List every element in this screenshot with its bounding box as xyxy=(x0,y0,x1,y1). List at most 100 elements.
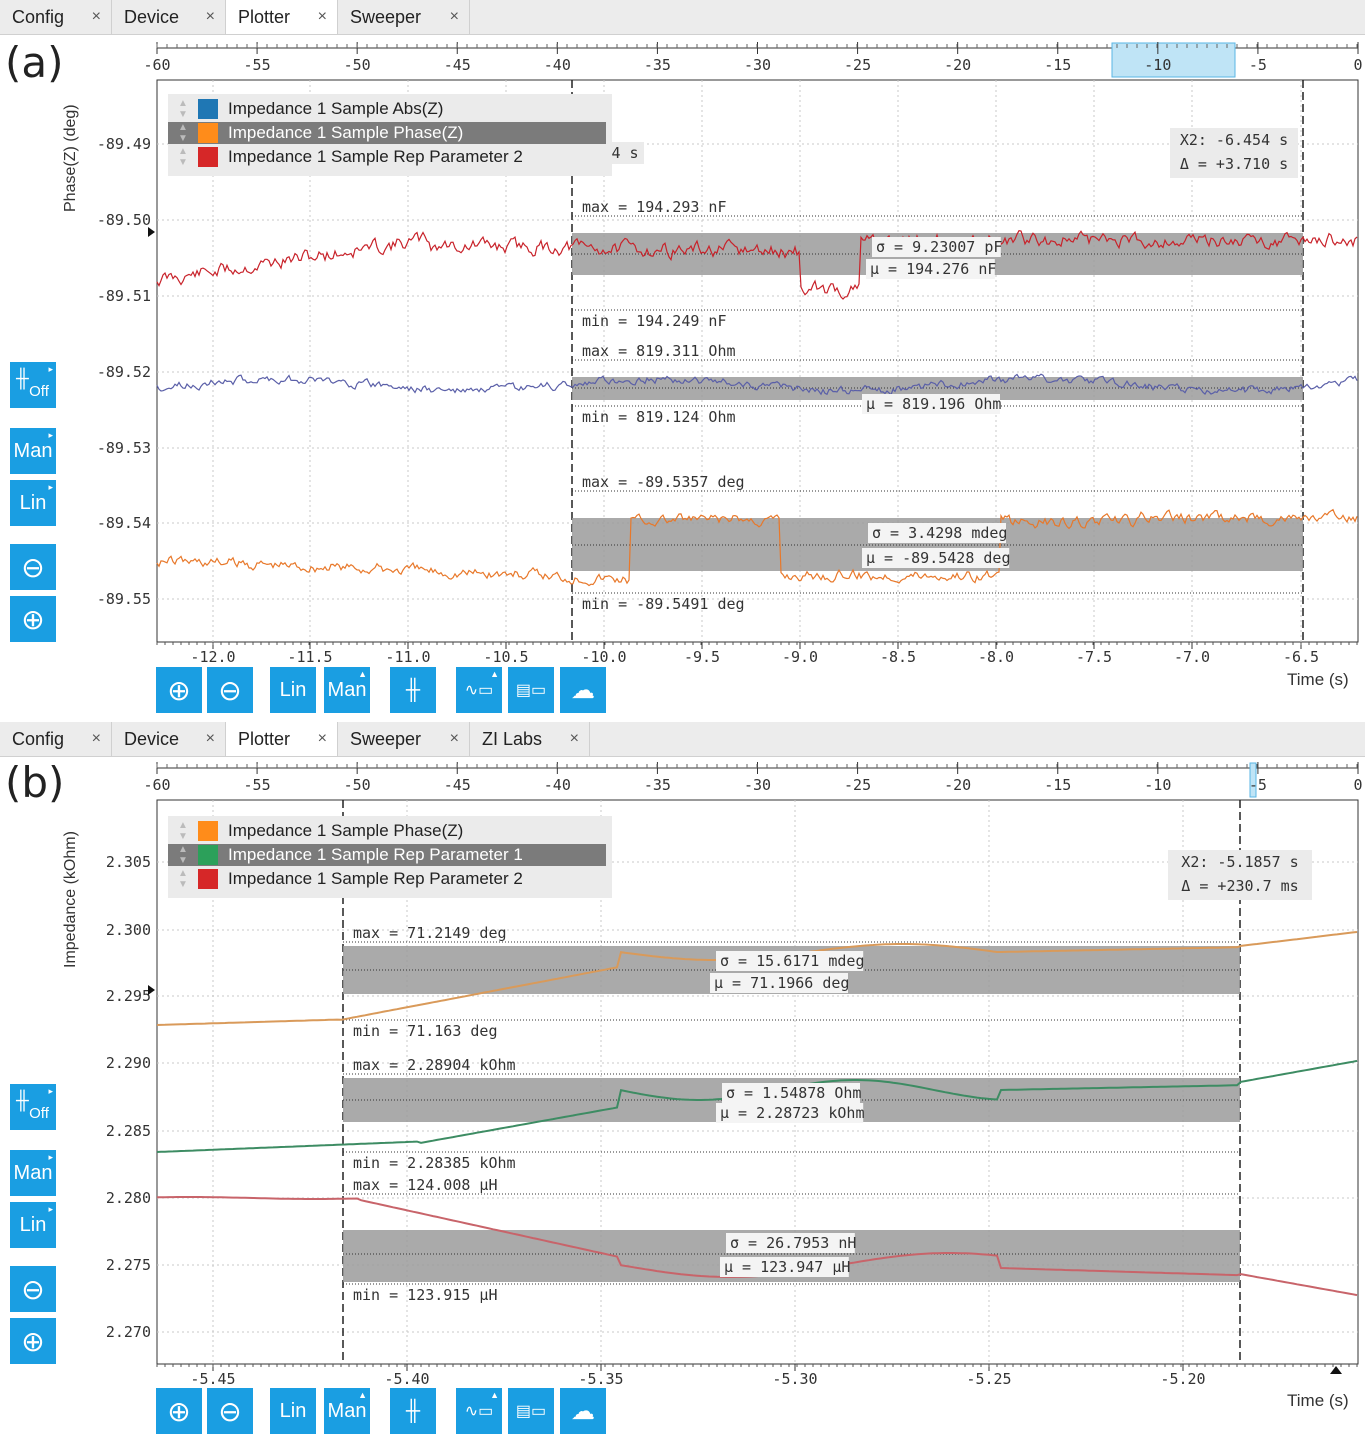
y-tick-label: 2.275 xyxy=(106,1256,151,1274)
overview-tick-label: -45 xyxy=(444,776,471,794)
export-plot-button[interactable]: ▲ ∿▭ xyxy=(456,1388,502,1434)
x-tick-label: -11.0 xyxy=(385,648,430,666)
overview-tick-label: -30 xyxy=(744,776,771,794)
cursor-readout: X2: -5.1857 s Δ = +230.7 ms xyxy=(1168,850,1312,900)
scale-lin-button[interactable]: ▸ Lin xyxy=(10,1202,56,1248)
y-tick-label: 2.305 xyxy=(106,853,151,871)
tab-config[interactable]: Config × xyxy=(0,0,112,34)
tab-device[interactable]: Device × xyxy=(112,0,226,34)
grid-off-button[interactable]: ▸ Off ╫ xyxy=(10,362,56,408)
overview-tick-label: -40 xyxy=(544,56,571,74)
export-plot-button[interactable]: ▲ ∿▭ xyxy=(456,667,502,713)
zoom-in-button[interactable]: ⊕ xyxy=(10,596,56,642)
zoom-out-button[interactable]: ⊖ xyxy=(207,1388,253,1434)
legend-item-rep1[interactable]: ▲ ▼ Impedance 1 Sample Rep Parameter 1 xyxy=(168,844,606,866)
cloud-upload-button[interactable]: ☁ xyxy=(560,667,606,713)
cursor-x2: X2: -6.454 s xyxy=(1179,131,1289,149)
scale-lin-button[interactable]: ▸ Lin xyxy=(10,480,56,526)
zoom-out-button[interactable]: ⊖ xyxy=(207,667,253,713)
close-icon[interactable]: × xyxy=(449,730,459,747)
close-icon[interactable]: × xyxy=(569,730,579,747)
zoom-out-icon: ⊖ xyxy=(218,674,242,706)
trace-line xyxy=(156,508,1358,587)
overview-tick-label: -10 xyxy=(1144,776,1171,794)
overview-highlight xyxy=(1249,762,1257,798)
overview-tick-label: -20 xyxy=(944,56,971,74)
y-tick-label: 2.295 xyxy=(106,987,151,1005)
x-tick-label: -7.0 xyxy=(1174,648,1210,666)
overview-tick-label: -35 xyxy=(644,776,671,794)
zoom-in-button[interactable]: ⊕ xyxy=(10,1318,56,1364)
tab-plotter[interactable]: Plotter × xyxy=(226,0,338,34)
overview-tick-label: -60 xyxy=(143,776,170,794)
stat-sigma-box xyxy=(716,951,864,971)
x-lin-button[interactable]: Lin xyxy=(270,667,316,713)
y-tick-label: -89.54 xyxy=(97,514,151,532)
close-icon[interactable]: × xyxy=(449,8,459,25)
expand-icon: ▸ xyxy=(48,1152,53,1162)
stat-mean-box xyxy=(862,394,1000,414)
stats-band xyxy=(572,233,1303,275)
export-table-button[interactable]: ▤▭ xyxy=(508,1388,554,1434)
zoom-in-button[interactable]: ⊕ xyxy=(156,1388,202,1434)
cloud-upload-button[interactable]: ☁ xyxy=(560,1388,606,1434)
tab-sweeper[interactable]: Sweeper × xyxy=(338,0,470,34)
legend-item-phase[interactable]: ▲ ▼ Impedance 1 Sample Phase(Z) xyxy=(168,122,606,144)
grid-icon: ╫ xyxy=(16,368,29,388)
y-tick-label: 2.300 xyxy=(106,921,151,939)
close-icon[interactable]: × xyxy=(91,730,101,747)
overview-tick-label: -50 xyxy=(344,56,371,74)
grid-off-button[interactable]: ▸ Off ╫ xyxy=(10,1084,56,1130)
scale-man-button[interactable]: ▸ Man xyxy=(10,428,56,474)
legend-item-abs[interactable]: ▲ ▼ Impedance 1 Sample Abs(Z) xyxy=(178,98,444,120)
tab-config[interactable]: Config × xyxy=(0,722,112,756)
y-tick-label: -89.53 xyxy=(97,439,151,457)
x-tick-label: -9.5 xyxy=(684,648,720,666)
legend-item-phase[interactable]: ▲ ▼ Impedance 1 Sample Phase(Z) xyxy=(178,820,464,842)
zoom-out-button[interactable]: ⊖ xyxy=(10,544,56,590)
close-icon[interactable]: × xyxy=(205,730,215,747)
x-tick-label: -12.0 xyxy=(190,648,235,666)
close-icon[interactable]: × xyxy=(317,8,327,25)
tab-sweeper[interactable]: Sweeper × xyxy=(338,722,470,756)
zoom-out-icon: ⊖ xyxy=(218,1395,242,1427)
expand-icon: ▲ xyxy=(358,669,367,679)
tab-device[interactable]: Device × xyxy=(112,722,226,756)
stat-sigma-box xyxy=(722,1083,860,1103)
overview-tick-label: -20 xyxy=(944,776,971,794)
y-tick-label: 2.285 xyxy=(106,1122,151,1140)
stat-sigma-box xyxy=(726,1233,855,1253)
x-man-button[interactable]: ▲ Man xyxy=(324,1388,370,1434)
overview-highlight xyxy=(1111,42,1236,78)
scale-man-button[interactable]: ▸ Man xyxy=(10,1150,56,1196)
stat-min-label: min = 2.28385 kOhm xyxy=(353,1154,516,1172)
x-man-button[interactable]: ▲ Man xyxy=(324,667,370,713)
y-tick-label: -89.55 xyxy=(97,590,151,608)
stat-mean-label: μ = -89.5428 deg xyxy=(866,549,1011,567)
stat-min-label: min = 71.163 deg xyxy=(353,1022,498,1040)
y-marker-icon xyxy=(148,985,155,995)
overview-tick-label: -55 xyxy=(244,776,271,794)
tab-bar: Config × Device × Plotter × Sweeper × xyxy=(0,0,1365,35)
close-icon[interactable]: × xyxy=(91,8,101,25)
stat-sigma-label: σ = 3.4298 mdeg xyxy=(872,524,1007,542)
swatch-icon xyxy=(198,123,218,143)
legend-item-rep2[interactable]: ▲ ▼ Impedance 1 Sample Rep Parameter 2 xyxy=(178,146,523,168)
x-lin-button[interactable]: Lin xyxy=(270,1388,316,1434)
export-table-button[interactable]: ▤▭ xyxy=(508,667,554,713)
plot-export-icon: ∿▭ xyxy=(464,682,494,699)
close-icon[interactable]: × xyxy=(317,730,327,747)
table-export-icon: ▤▭ xyxy=(515,682,547,699)
overview-tick-label: -25 xyxy=(844,56,871,74)
zoom-out-button[interactable]: ⊖ xyxy=(10,1266,56,1312)
legend-item-rep2[interactable]: ▲ ▼ Impedance 1 Sample Rep Parameter 2 xyxy=(178,868,523,890)
zoom-in-button[interactable]: ⊕ xyxy=(156,667,202,713)
close-icon[interactable]: × xyxy=(205,8,215,25)
tab-zi-labs[interactable]: ZI Labs × xyxy=(470,722,590,756)
cursor-button[interactable]: ╫ xyxy=(390,1388,436,1434)
tab-plotter[interactable]: Plotter × xyxy=(226,722,338,756)
cursor-button[interactable]: ╫ xyxy=(390,667,436,713)
stat-sigma-label: σ = 15.6171 mdeg xyxy=(720,952,865,970)
expand-icon: ▸ xyxy=(48,1086,53,1096)
overview-tick-label: -50 xyxy=(344,776,371,794)
